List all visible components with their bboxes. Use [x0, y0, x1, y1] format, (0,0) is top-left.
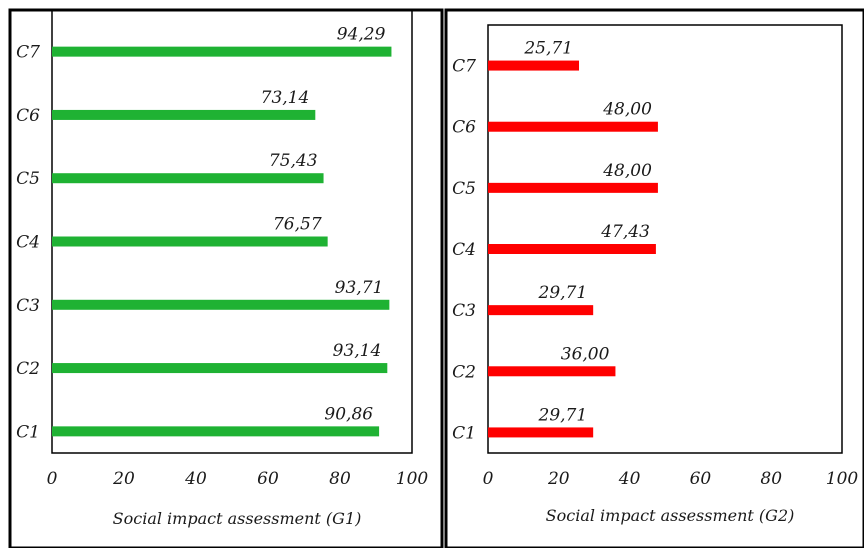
x-tick-label-g2-60: 60	[690, 469, 712, 489]
category-label-g1-c2: C2	[16, 359, 40, 379]
bar-g2-c3	[488, 305, 594, 316]
category-label-g2-c1: C1	[452, 423, 476, 443]
chart-panel-g1: C1 90,86 C2 93,14 C3 93,71 C4 76,57 C5 75,43 C6 73,…	[8, 8, 444, 548]
value-label-g2-c6: 48,00	[602, 100, 652, 120]
value-label-g2-c1: 29,71	[538, 405, 588, 425]
category-label-g2-c2: C2	[452, 362, 476, 382]
category-label-g2-c6: C6	[452, 118, 476, 138]
bar-g1-c4	[52, 236, 328, 247]
category-label-g2-c4: C4	[452, 240, 476, 260]
x-tick-label-g1-80: 80	[329, 469, 351, 489]
bar-g2-c5	[488, 182, 658, 193]
value-label-g1-c6: 73,14	[261, 88, 310, 108]
value-label-g1-c2: 93,14	[333, 341, 382, 361]
bar-g1-c1	[52, 426, 380, 437]
bar-g2-c6	[488, 121, 658, 132]
x-tick-label-g1-0: 0	[47, 469, 58, 489]
value-label-g1-c1: 90,86	[324, 404, 373, 424]
category-label-g1-c7: C7	[16, 43, 40, 63]
bar-g1-c5	[52, 173, 324, 184]
category-label-g1-c4: C4	[16, 233, 40, 253]
category-label-g1-c3: C3	[16, 296, 40, 316]
bar-g2-c2	[488, 366, 616, 377]
x-tick-label-g1-60: 60	[257, 469, 279, 489]
bar-g1-c2	[52, 363, 388, 374]
value-label-g1-c7: 94,29	[337, 25, 386, 45]
value-label-g2-c3: 29,71	[538, 283, 588, 303]
x-tick-label-g2-80: 80	[760, 469, 782, 489]
bar-g1-c3	[52, 299, 390, 310]
bar-g2-c4	[488, 244, 656, 254]
category-label-g2-c5: C5	[452, 179, 476, 199]
chart-panel-g2: C1 29,71 C2 36,00 C3 29,71 C4 47,43 C5 48,00 C6 48,…	[444, 8, 864, 548]
x-tick-label-g2-40: 40	[618, 469, 641, 489]
x-tick-label-g2-20: 20	[547, 469, 570, 489]
bar-g1-c6	[52, 109, 316, 120]
category-label-g1-c5: C5	[16, 169, 40, 189]
bar-g2-c7	[488, 60, 580, 71]
x-axis-label-g2: Social impact assessment (G2)	[546, 506, 795, 525]
value-label-g1-c4: 76,57	[273, 215, 322, 235]
category-label-g1-c1: C1	[16, 422, 40, 442]
x-tick-label-g1-100: 100	[396, 469, 429, 489]
bar-g2-c1	[488, 427, 594, 438]
panel-frame-g2	[444, 8, 864, 548]
x-tick-label-g2-100: 100	[826, 469, 859, 489]
x-tick-label-g2-0: 0	[483, 469, 494, 489]
category-label-g2-c3: C3	[452, 301, 476, 321]
category-label-g1-c6: C6	[16, 106, 40, 126]
x-axis-label-g1: Social impact assessment (G1)	[113, 509, 362, 528]
value-label-g1-c3: 93,71	[335, 278, 384, 298]
value-label-g2-c5: 48,00	[602, 161, 652, 181]
value-label-g2-c4: 47,43	[600, 222, 650, 242]
value-label-g2-c7: 25,71	[523, 39, 573, 59]
x-tick-label-g1-20: 20	[112, 469, 135, 489]
value-label-g1-c5: 75,43	[269, 151, 318, 171]
x-tick-label-g1-40: 40	[184, 469, 207, 489]
plot-area-g1	[51, 9, 413, 454]
category-label-g2-c7: C7	[452, 57, 476, 77]
bar-g1-c7	[52, 46, 392, 57]
value-label-g2-c2: 36,00	[561, 344, 610, 364]
plot-area-g2	[487, 24, 843, 454]
